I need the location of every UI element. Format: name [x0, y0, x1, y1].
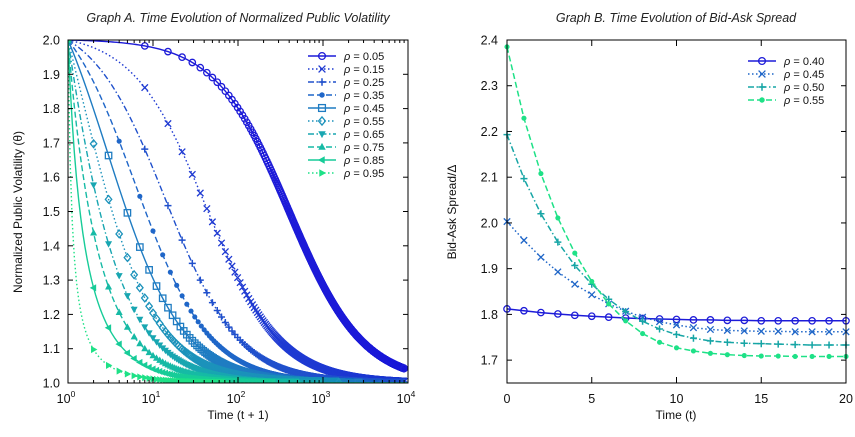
- chart-a-point: [160, 252, 166, 258]
- chart-a-point: [196, 189, 204, 197]
- chart-a-point: [137, 193, 143, 199]
- chart-a-point: [188, 58, 197, 67]
- chart-a-point: [213, 78, 222, 87]
- chart-a-point: [196, 63, 205, 72]
- chart-a-point: [164, 47, 172, 56]
- chart-a-point: [228, 262, 236, 270]
- chart-a: Graph A. Time Evolution of Normalized Pu…: [11, 11, 416, 422]
- chart-a-point: [195, 319, 201, 325]
- chart-a-point: [188, 259, 196, 267]
- chart-a-point: [179, 293, 185, 299]
- chart-a-point: [174, 282, 180, 288]
- chart-a-plot-area: [68, 40, 408, 383]
- chart-a-ylabel: Normalized Public Volatility (θ): [11, 131, 25, 293]
- chart-a-point: [225, 255, 233, 263]
- chart-a-point: [213, 229, 221, 237]
- chart-a-point: [217, 239, 226, 247]
- chart-a-point: [208, 218, 217, 226]
- chart-a-point: [188, 170, 196, 179]
- chart-a-point: [184, 301, 190, 307]
- chart-a-point: [196, 276, 204, 284]
- chart-a-point: [167, 269, 173, 275]
- chart-a-point: [208, 73, 217, 82]
- chart-a-point: [217, 82, 226, 91]
- chart-a-point: [188, 308, 194, 314]
- chart-a-point: [203, 204, 211, 213]
- chart-a-point: [150, 228, 156, 234]
- chart-a-point: [178, 53, 186, 62]
- chart-a-point: [178, 236, 186, 244]
- chart-a-point: [116, 138, 122, 144]
- chart-a-title: Graph A. Time Evolution of Normalized Pu…: [86, 11, 390, 25]
- chart-a-point: [221, 247, 230, 256]
- chart-a-point: [202, 68, 211, 77]
- chart-a-point: [141, 83, 149, 92]
- chart-a-point: [203, 289, 211, 297]
- chart-a-point: [164, 119, 172, 128]
- chart-a-series-0: [68, 40, 408, 373]
- chart-a-point: [178, 148, 186, 156]
- chart-a-point: [213, 307, 221, 315]
- chart-a-point: [192, 314, 198, 320]
- chart-a-point: [141, 145, 149, 153]
- chart-a-point: [208, 299, 216, 307]
- chart-a-xlabel: Time (t + 1): [207, 408, 268, 422]
- chart-a-point: [164, 202, 172, 210]
